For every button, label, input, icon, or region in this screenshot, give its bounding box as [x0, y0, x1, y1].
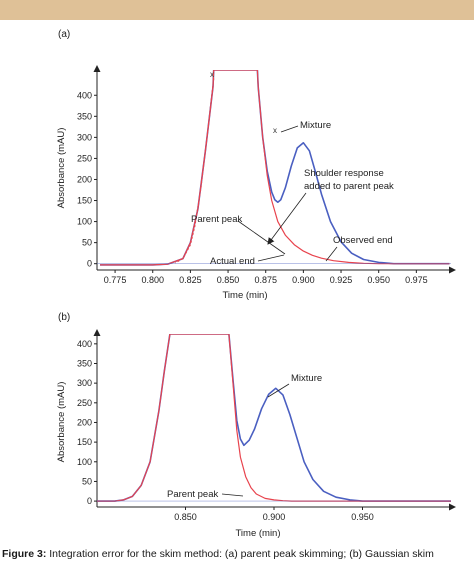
x-tick-label: 0.850 [217, 275, 240, 285]
series-parent-skim [175, 78, 215, 264]
panel-a: (a) Absorbance (mAU) Time (min) 0 50 100 15… [56, 29, 456, 301]
x-tick-label: 0.900 [263, 512, 286, 522]
caption-text: Integration error for the skim method: (… [49, 548, 434, 560]
x-tick-label: 0.900 [292, 275, 315, 285]
y-tick-label: 400 [77, 90, 92, 100]
y-tick-label: 150 [77, 437, 92, 447]
panel-a-label: (a) [58, 29, 70, 40]
y-tick-label: 300 [77, 132, 92, 142]
series-mixture [97, 334, 451, 502]
series-parent-peak [100, 70, 450, 266]
annotation-mixture-a: Mixture [300, 120, 331, 131]
y-tick-label: 0 [87, 259, 92, 269]
annotation-observed-end: Observed end [333, 235, 393, 246]
annotation-actual-end-leader [257, 254, 285, 262]
annotation-shoulder-line2: added to parent peak [304, 181, 394, 192]
annotation-actual-end: Actual end [210, 256, 255, 267]
y-tick-label: 200 [77, 417, 92, 427]
annotation-shoulder-arrow [267, 192, 307, 245]
y-tick-label: 100 [77, 457, 92, 467]
annotation-parent-peak-a: Parent peak [191, 214, 242, 225]
caption-prefix: Figure 3: [2, 548, 47, 560]
x-tick-label: 0.950 [367, 275, 390, 285]
x-tick-label: 0.850 [174, 512, 197, 522]
annotation-mixture-b-leader [267, 383, 290, 398]
series-parent-peak [97, 334, 451, 502]
y-tick-label: 200 [77, 174, 92, 184]
x-tick-label: 0.775 [104, 275, 127, 285]
panel-b: (b) Absorbance (mAU) Time (min) 0 50 100 15… [56, 312, 456, 539]
panel-a-ylabel: Absorbance (mAU) [56, 128, 67, 209]
y-tick-label: 400 [77, 339, 92, 349]
top-color-band [0, 0, 474, 20]
x-tick-label: 0.950 [351, 512, 374, 522]
annotation-parent-peak-a-leader [237, 220, 286, 255]
annotation-mixture-a-leader [280, 125, 299, 133]
chromatogram-figure: (a) Absorbance (mAU) Time (min) 0 50 100 15… [56, 29, 456, 539]
series-mixture [100, 70, 450, 266]
annotation-mixture-b: Mixture [291, 373, 322, 384]
annotation-observed-end-leader [325, 246, 338, 262]
y-tick-label: 250 [77, 398, 92, 408]
y-tick-label: 100 [77, 217, 92, 227]
x-tick-label: 0.975 [405, 275, 428, 285]
x-tick-label: 0.800 [141, 275, 164, 285]
y-tick-label: 250 [77, 153, 92, 163]
y-tick-label: 50 [82, 476, 92, 486]
panel-b-plot: 0 50 100 150 200 250 300 350 400 0.850 0.900 0.950 [77, 329, 456, 522]
panel-b-ylabel: Absorbance (mAU) [56, 382, 67, 463]
x-tick-label: 0.925 [330, 275, 353, 285]
y-tick-label: 300 [77, 378, 92, 388]
x-tick-label: 0.825 [179, 275, 202, 285]
panel-b-label: (b) [58, 312, 70, 323]
annotation-parent-peak-b: Parent peak [167, 489, 218, 500]
panel-b-xlabel: Time (min) [235, 528, 280, 539]
panel-a-plot: 0 50 100 150 200 250 300 350 400 0.775 0.800 0.825 0… [77, 65, 456, 285]
panel-a-xlabel: Time (min) [222, 290, 267, 301]
y-tick-label: 350 [77, 358, 92, 368]
figure-caption: Figure 3: Integration error for the skim… [0, 546, 474, 562]
peak-marker-a1: x [210, 70, 214, 79]
y-tick-label: 350 [77, 111, 92, 121]
y-tick-label: 150 [77, 196, 92, 206]
annotation-parent-peak-b-leader [221, 493, 244, 497]
y-tick-label: 0 [87, 496, 92, 506]
x-tick-label: 0.875 [254, 275, 277, 285]
peak-marker-a2: x [273, 126, 277, 135]
annotation-shoulder-line1: Shoulder response [304, 168, 384, 179]
y-tick-label: 50 [82, 238, 92, 248]
